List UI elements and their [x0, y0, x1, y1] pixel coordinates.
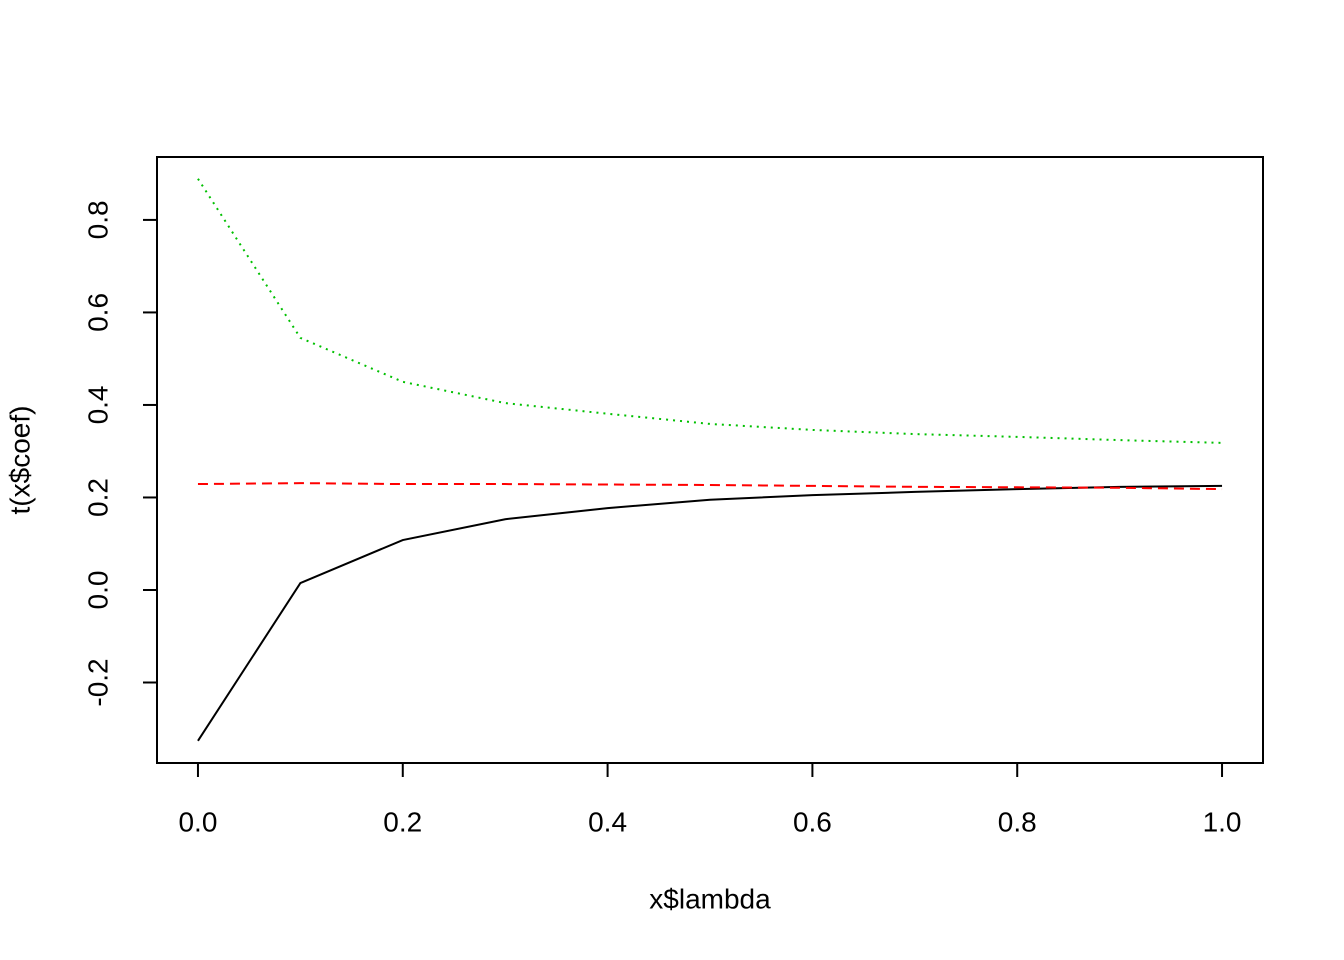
x-tick-label: 1.0 [1203, 806, 1242, 837]
series-line [197, 482, 1223, 491]
y-tick-label: -0.2 [82, 658, 113, 706]
y-tick-label: 0.6 [82, 293, 113, 332]
x-tick-label: 0.2 [383, 806, 422, 837]
plot-frame [156, 156, 1264, 764]
y-tick-label: 0.0 [82, 571, 113, 610]
y-axis-label: t(x$coef) [4, 406, 35, 515]
x-tick-label: 0.0 [178, 806, 217, 837]
series-line [197, 178, 1223, 444]
y-tick-label: 0.4 [82, 385, 113, 424]
x-tick-label: 0.8 [998, 806, 1037, 837]
y-tick-label: 0.2 [82, 478, 113, 517]
x-tick-label: 0.4 [588, 806, 627, 837]
series-line [197, 484, 1223, 742]
y-tick-label: 0.8 [82, 200, 113, 239]
x-axis-label: x$lambda [649, 883, 771, 914]
x-tick-label: 0.6 [793, 806, 832, 837]
